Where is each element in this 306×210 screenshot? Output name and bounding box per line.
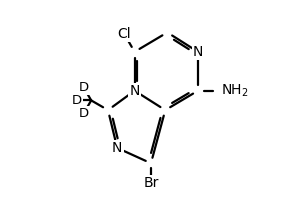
Text: D: D (79, 81, 89, 94)
Text: D: D (71, 94, 81, 107)
Text: D: D (79, 107, 89, 120)
Text: N: N (129, 84, 140, 98)
Text: Cl: Cl (118, 27, 131, 41)
Text: N: N (193, 45, 203, 59)
Text: NH$_2$: NH$_2$ (222, 83, 249, 99)
Text: N: N (112, 141, 122, 155)
Text: Br: Br (143, 176, 159, 190)
